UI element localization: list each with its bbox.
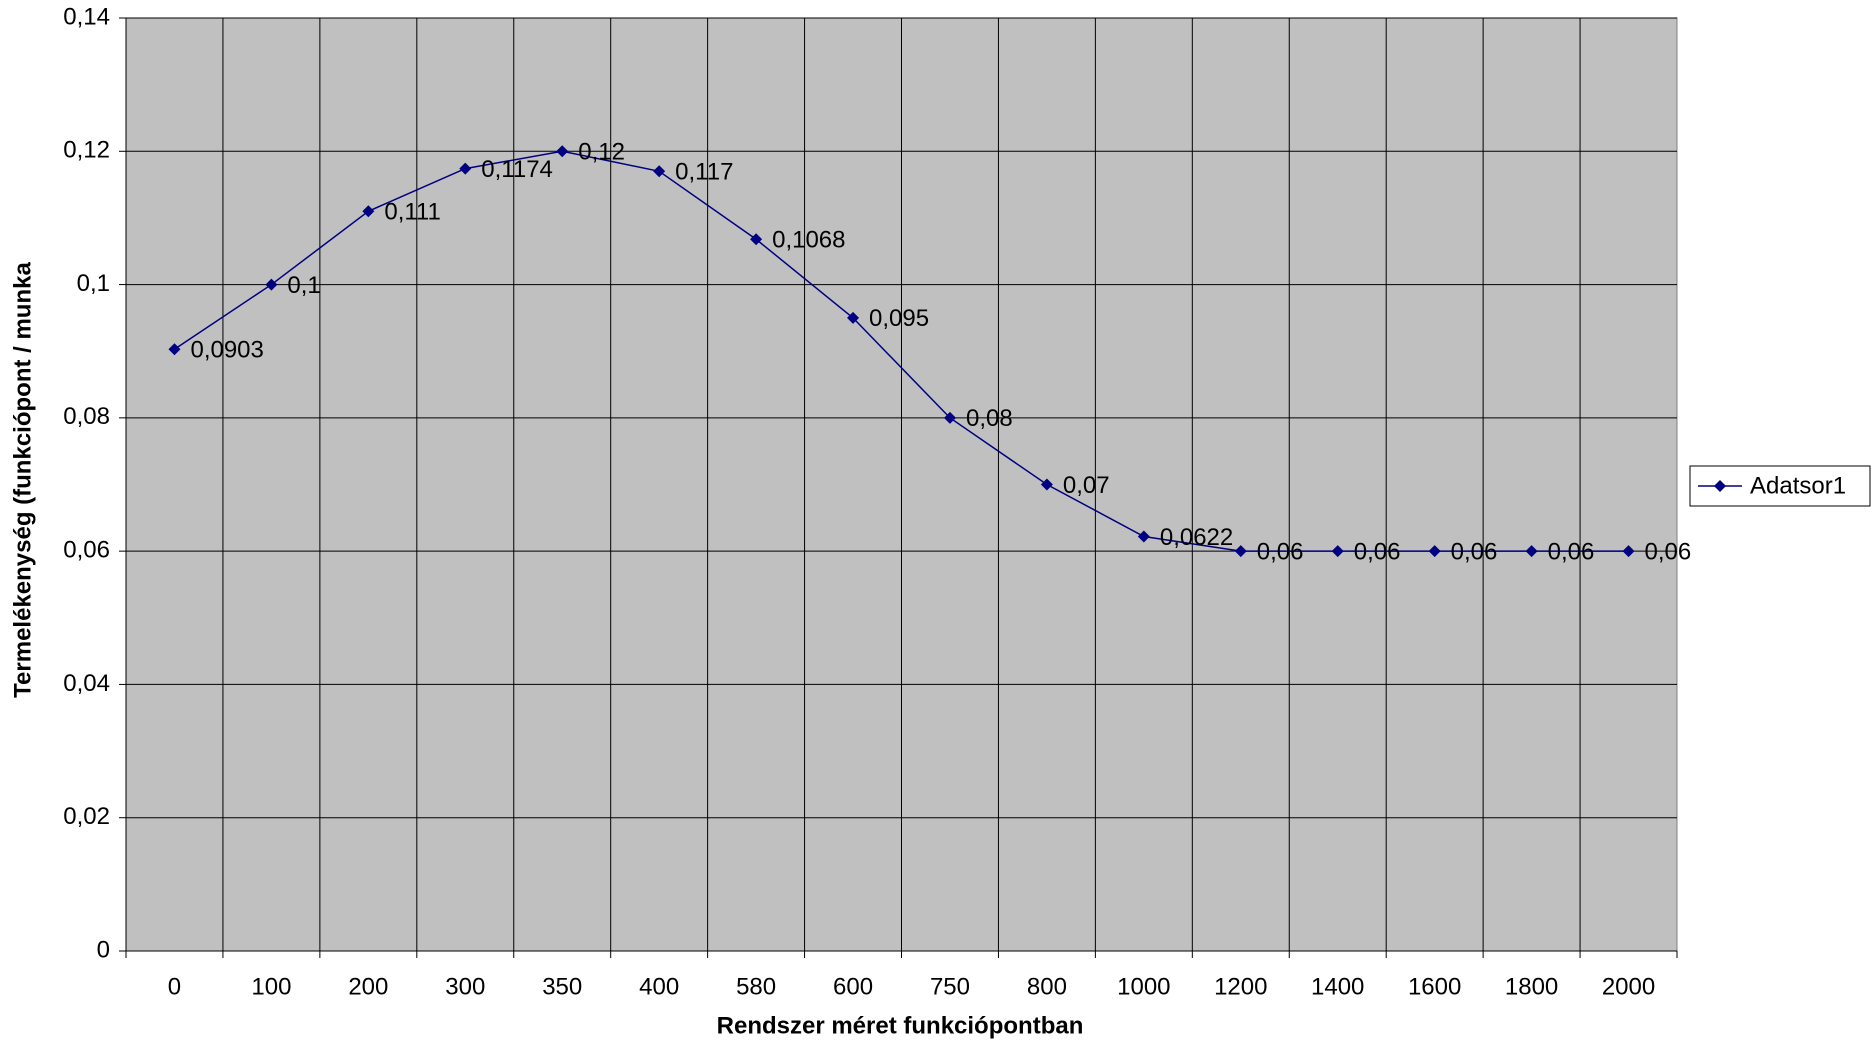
x-tick-label: 600	[833, 973, 873, 1000]
y-tick-label: 0,12	[63, 137, 110, 164]
legend-label: Adatsor1	[1750, 472, 1846, 499]
data-label: 0,117	[675, 159, 733, 186]
y-tick-label: 0	[97, 936, 110, 963]
data-label: 0,1068	[772, 227, 845, 254]
x-tick-label: 580	[736, 973, 776, 1000]
y-axis-title: Termelékenység (funkciópont / munka	[9, 262, 36, 698]
data-point	[362, 205, 375, 218]
x-axis-title: Rendszer méret funkciópontban	[717, 1012, 1084, 1039]
data-label: 0,095	[869, 305, 929, 332]
data-label: 0,06	[1354, 538, 1401, 565]
x-tick-label: 350	[542, 973, 582, 1000]
data-label: 0,1	[287, 272, 320, 299]
data-label: 0,111	[384, 199, 441, 226]
data-point	[1428, 545, 1441, 558]
data-point	[1040, 478, 1053, 491]
x-tick-label: 200	[348, 973, 388, 1000]
data-label: 0,0903	[190, 337, 263, 364]
data-label: 0,08	[966, 405, 1013, 432]
data-point	[556, 145, 569, 158]
data-label: 0,06	[1548, 538, 1595, 565]
x-tick-label: 1200	[1214, 973, 1267, 1000]
y-tick-label: 0,04	[63, 670, 110, 697]
x-tick-label: 800	[1027, 973, 1067, 1000]
series-line	[174, 150, 1629, 552]
y-tick-label: 0,06	[63, 536, 110, 563]
x-tick-label: 400	[639, 973, 679, 1000]
data-point	[847, 311, 860, 324]
y-tick-label: 0,08	[63, 403, 110, 430]
x-tick-label: 2000	[1602, 973, 1655, 1000]
data-label: 0,1174	[481, 156, 553, 183]
data-label: 0,12	[578, 139, 625, 166]
data-label: 0,0622	[1160, 524, 1233, 551]
data-point	[1331, 545, 1344, 558]
data-point	[459, 162, 472, 175]
legend-marker	[1714, 480, 1726, 492]
y-tick-label: 0,14	[63, 3, 110, 30]
x-tick-label: 0	[168, 973, 181, 1000]
data-point	[1234, 545, 1247, 558]
data-label: 0,06	[1257, 538, 1304, 565]
data-label: 0,06	[1451, 538, 1498, 565]
data-point	[943, 411, 956, 424]
data-point	[1525, 545, 1538, 558]
x-tick-label: 100	[251, 973, 291, 1000]
data-point	[168, 343, 181, 356]
x-tick-label: 1000	[1117, 973, 1170, 1000]
x-tick-label: 750	[930, 973, 970, 1000]
data-point	[1137, 530, 1150, 543]
data-label: 0,07	[1063, 472, 1110, 499]
data-point	[750, 233, 763, 246]
data-point	[1622, 545, 1635, 558]
x-tick-label: 1400	[1311, 973, 1364, 1000]
data-point	[653, 165, 666, 178]
y-tick-label: 0,02	[63, 803, 110, 830]
data-point	[265, 278, 278, 291]
x-tick-label: 1600	[1408, 973, 1461, 1000]
x-tick-label: 1800	[1505, 973, 1558, 1000]
x-tick-label: 300	[445, 973, 485, 1000]
y-tick-label: 0,1	[77, 270, 110, 297]
data-label: 0,06	[1645, 538, 1692, 565]
